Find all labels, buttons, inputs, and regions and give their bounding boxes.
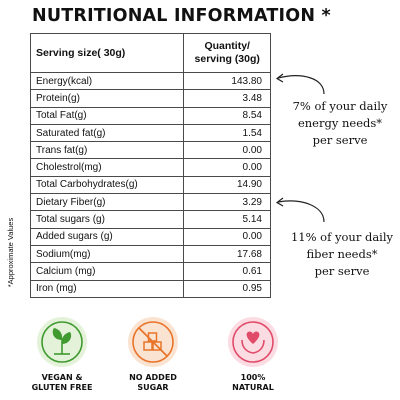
nutrient-value: 3.48 bbox=[183, 89, 271, 108]
nutrient-value: 5.14 bbox=[183, 210, 271, 229]
nutrient-value: 0.00 bbox=[183, 158, 271, 177]
fiber-arrow-icon bbox=[275, 197, 325, 223]
quantity-header: Quantity/ serving (30g) bbox=[183, 33, 271, 73]
table-row: Cholestrol(mg) 0.00 bbox=[29, 158, 271, 177]
nutrient-label: Total sugars (g) bbox=[29, 210, 185, 229]
nutrient-label: Energy(kcal) bbox=[29, 71, 185, 91]
table-row: Dietary Fiber(g) 3.29 bbox=[29, 193, 271, 212]
nutrient-label: Added sugars (g) bbox=[29, 227, 185, 246]
energy-arrow-icon bbox=[275, 73, 325, 95]
heart-hands-icon bbox=[228, 317, 278, 367]
nutrient-value: 0.61 bbox=[183, 262, 271, 281]
table-row: Added sugars (g) 0.00 bbox=[29, 227, 271, 246]
nutrient-label: Calcium (mg) bbox=[29, 262, 185, 281]
table-row: Saturated fat(g) 1.54 bbox=[29, 123, 271, 143]
nutrient-value: 0.00 bbox=[183, 227, 271, 246]
energy-note-line1: 7% of your daily bbox=[292, 99, 388, 113]
quantity-header-line1: Quantity/ bbox=[204, 40, 250, 52]
nutrient-label: Saturated fat(g) bbox=[29, 123, 185, 143]
nutrient-value: 8.54 bbox=[183, 106, 271, 125]
serving-size-header: Serving size( 30g) bbox=[29, 33, 185, 73]
quantity-header-line2: serving (30g) bbox=[194, 53, 260, 65]
nutrient-label: Dietary Fiber(g) bbox=[29, 193, 185, 212]
nutrient-label: Protein(g) bbox=[29, 89, 185, 108]
nutrient-label: Total Fat(g) bbox=[29, 106, 185, 125]
fiber-note-line1: 11% of your daily bbox=[290, 230, 394, 244]
table-row: Sodium(mg) 17.68 bbox=[29, 244, 271, 264]
energy-note-line2: energy needs* bbox=[297, 116, 383, 130]
nutrient-label: Cholestrol(mg) bbox=[29, 158, 185, 177]
table-row: Total Carbohydrates(g) 14.90 bbox=[29, 175, 271, 195]
page-title: NUTRITIONAL INFORMATION * bbox=[32, 6, 331, 26]
nutrient-value: 14.90 bbox=[183, 175, 271, 195]
fiber-note-line3: per serve bbox=[314, 264, 370, 278]
nutrition-table: Serving size( 30g) Quantity/ serving (30… bbox=[29, 33, 271, 298]
fiber-note-line2: fiber needs* bbox=[306, 247, 378, 261]
table-header-row: Serving size( 30g) Quantity/ serving (30… bbox=[29, 33, 271, 73]
table-row: Iron (mg) 0.95 bbox=[29, 279, 271, 298]
vegan-badge-label: VEGAN & GLUTEN FREE bbox=[17, 373, 107, 393]
table-row: Trans fat(g) 0.00 bbox=[29, 141, 271, 160]
no-sugar-badge-label: NO ADDED SUGAR bbox=[108, 373, 198, 393]
natural-badge-label: 100% NATURAL bbox=[208, 373, 298, 393]
no-sugar-badge-line2: SUGAR bbox=[137, 383, 169, 392]
vegan-badge-line1: VEGAN & bbox=[41, 373, 83, 382]
nutrient-label: Sodium(mg) bbox=[29, 244, 185, 264]
table-row: Energy(kcal) 143.80 bbox=[29, 71, 271, 91]
no-sugar-badge-line1: NO ADDED bbox=[129, 373, 177, 382]
natural-badge-line2: NATURAL bbox=[232, 383, 274, 392]
no-sugar-icon bbox=[128, 317, 178, 367]
nutrient-value: 17.68 bbox=[183, 244, 271, 264]
vegan-badge-line2: GLUTEN FREE bbox=[31, 383, 93, 392]
table-row: Protein(g) 3.48 bbox=[29, 89, 271, 108]
natural-badge-line1: 100% bbox=[240, 373, 266, 382]
nutrient-value: 0.00 bbox=[183, 141, 271, 160]
nutrient-label: Total Carbohydrates(g) bbox=[29, 175, 185, 195]
fiber-note: 11% of your daily fiber needs* per serve bbox=[290, 229, 394, 280]
nutrient-value: 3.29 bbox=[183, 193, 271, 212]
nutrient-value: 143.80 bbox=[183, 71, 271, 91]
nutrient-label: Trans fat(g) bbox=[29, 141, 185, 160]
table-row: Total sugars (g) 5.14 bbox=[29, 210, 271, 229]
nutrient-value: 0.95 bbox=[183, 279, 271, 298]
nutrient-label: Iron (mg) bbox=[29, 279, 185, 298]
energy-note-line3: per serve bbox=[312, 133, 368, 147]
nutrient-value: 1.54 bbox=[183, 123, 271, 143]
table-row: Calcium (mg) 0.61 bbox=[29, 262, 271, 281]
energy-note: 7% of your daily energy needs* per serve bbox=[288, 98, 392, 149]
table-row: Total Fat(g) 8.54 bbox=[29, 106, 271, 125]
approximate-values-text: *Approximate Values bbox=[6, 217, 15, 288]
vegan-leaf-icon bbox=[37, 317, 87, 367]
